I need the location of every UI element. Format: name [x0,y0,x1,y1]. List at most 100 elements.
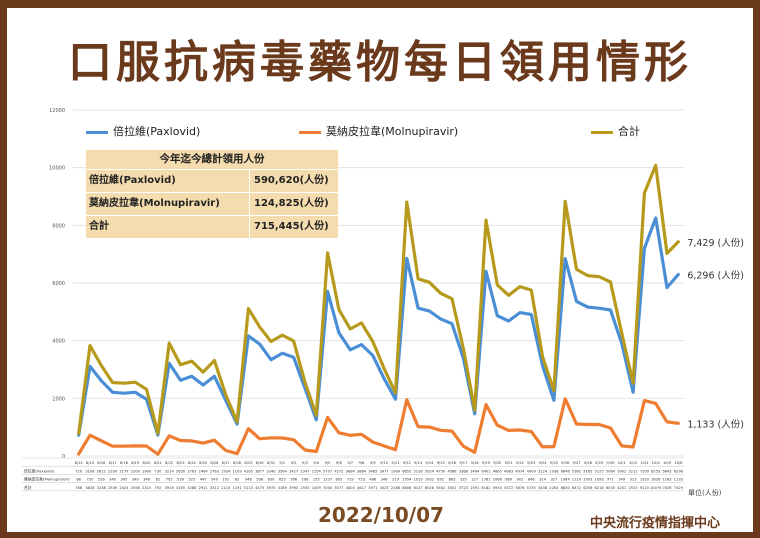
table-date-cell: 9/15 [437,461,445,465]
table-value-cell: 6218 [595,486,605,490]
table-value-cell: 2558 [131,486,141,490]
summary-value: 590,620(人份) [254,175,329,186]
table-date-cell: 9/20 [493,461,502,465]
table-date-cell: 8/27 [222,461,230,465]
table-value-cell: 3971 [368,486,377,490]
summary-header: 今年迄今總計領用人份 [159,153,265,165]
table-date-cell: 10/6 [674,461,683,465]
table-value-cell: 6401 [481,469,490,473]
table-date-cell: 9/30 [606,461,615,465]
table-date-cell: 8/29 [244,461,253,465]
table-value-cell: 1337 [323,478,332,482]
table-value-cell: 2612 [97,469,106,473]
frame-top-border [0,0,760,8]
summary-value: 715,445(人份) [254,221,329,232]
series-line-total [77,163,680,435]
table-date-cell: 10/3 [640,461,648,465]
table-value-cell: 348 [381,478,389,482]
table-date-cell: 9/28 [584,461,593,465]
table-value-cell: 68 [76,478,81,482]
table-value-cell: 1191 [232,486,241,490]
table-value-cell: 1781 [481,478,490,482]
legend-swatch-molnupiravir [299,130,321,134]
table-value-cell: 82 [235,478,240,482]
end-label-paxlovid: 6,296 (人份) [687,269,744,281]
table-date-cell: 8/23 [176,461,184,465]
table-value-cell: 4617 [357,486,366,490]
table-date-cell: 9/14 [425,461,434,465]
table-value-cell: 720 [75,469,83,473]
y-tick-label: 6000 [52,281,65,287]
table-value-cell: 5707 [323,469,332,473]
table-value-cell: 3902 [617,469,626,473]
table-value-cell: 62 [156,478,161,482]
table-date-cell: 9/21 [505,461,513,465]
table-value-cell: 3723 [459,486,468,490]
table-value-cell: 3970 [266,486,276,490]
table-value-cell: 1464 [470,469,480,473]
table-date-cell: 9/11 [391,461,399,465]
table-value-cell: 3214 [165,469,175,473]
table-value-cell: 4865 [493,469,502,473]
y-tick-label: 12000 [49,108,65,114]
legend-label-paxlovid: 倍拉維(Paxlovid) [113,125,201,138]
table-value-cell: 4189 [278,486,288,490]
table-value-cell: 3108 [85,469,95,473]
table-row-label: 莫納皮拉韋(Molnupiravir) [24,477,70,482]
table-value-cell: 314 [539,478,547,482]
table-value-cell: 7026 [662,486,672,490]
table-value-cell: 625 [279,478,286,482]
table-value-cell: 2524 [119,486,129,490]
table-value-cell: 719 [347,478,355,482]
table-value-cell: 6258 [583,486,593,490]
table-value-cell: 549 [211,478,219,482]
frame-right-border [753,0,760,538]
table-value-cell: 730 [154,469,162,473]
legend-label-total: 合計 [618,125,640,138]
table-date-cell: 9/17 [459,461,467,465]
table-value-cell: 5572 [504,486,513,490]
table-value-cell: 566 [290,478,298,482]
table-date-cell: 9/29 [595,461,604,465]
table-value-cell: 5843 [662,469,671,473]
y-tick-label: 0 [62,454,65,460]
table-date-cell: 9/8 [359,461,365,465]
table-value-cell: 1969 [391,469,401,473]
table-value-cell: 2626 [176,469,186,473]
table-date-cell: 10/4 [652,461,661,465]
table-value-cell: 1109 [232,469,242,473]
poster-title: 口服抗病毒藥物每日領用情形 [68,37,692,88]
table-value-cell: 2263 [549,486,558,490]
table-value-cell: 753 [358,478,365,482]
table-value-cell: 447 [200,478,207,482]
table-date-cell: 9/2 [291,461,297,465]
table-value-cell: 5125 [595,469,604,473]
table-value-cell: 1409 [312,486,322,490]
frame-left-border [0,0,7,538]
table-date-cell: 8/25 [199,461,207,465]
table-value-cell: 2555 [300,486,309,490]
legend-item-total: 合計 [591,123,640,139]
table-value-cell: 526 [98,478,106,482]
end-label-total: 7,429 (人份) [687,237,744,249]
table-value-cell: 3427 [289,469,298,473]
table-value-cell: 1133 [674,478,683,482]
table-date-cell: 9/27 [572,461,580,465]
table-value-cell: 6472 [572,486,581,490]
table-value-cell: 1019 [414,478,424,482]
table-value-cell: 1936 [549,469,559,473]
table-value-cell: 4165 [244,469,253,473]
table-value-cell: 4272 [334,469,343,473]
table-date-cell: 8/19 [131,461,140,465]
table-value-cell: 3564 [278,469,288,473]
table-row-label: 倍拉維(Paxlovid) [24,468,55,473]
table-value-cell: 7429 [674,486,684,490]
table-value-cell: 10079 [650,486,662,490]
table-value-cell: 5113 [244,486,253,490]
legend-swatch-paxlovid [86,130,108,134]
table-value-cell: 2763 [210,469,219,473]
legend-swatch-total [591,130,613,134]
table-value-cell: 4909 [527,469,537,473]
table-value-cell: 3388 [459,469,469,473]
table-value-cell: 2212 [629,469,638,473]
